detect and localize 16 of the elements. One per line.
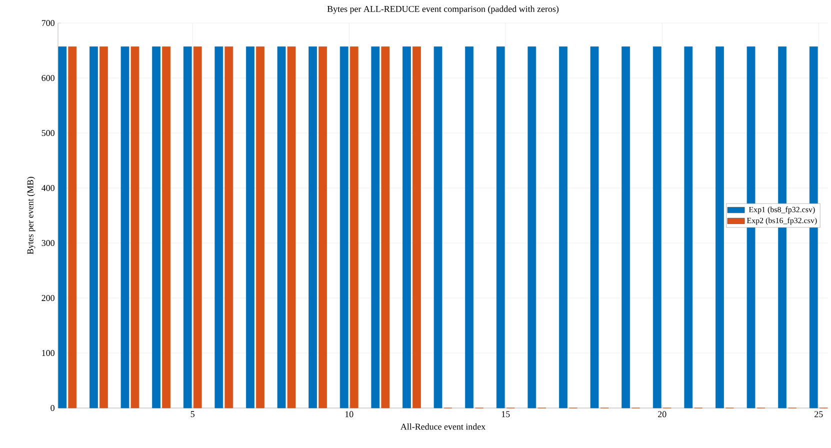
chart-title: Bytes per ALL-REDUCE event comparison (padded with zeros) — [327, 6, 559, 14]
y-tick-label: 600 — [42, 74, 54, 82]
x-tick-label: 5 — [190, 411, 194, 418]
y-tick-label: 500 — [42, 130, 54, 136]
y-axis-title: Bytes per event (MB) — [27, 176, 36, 254]
x-tick-label: 25 — [814, 411, 823, 418]
x-tick-label: 10 — [345, 411, 354, 418]
y-tick-label: 700 — [42, 20, 54, 26]
y-tick-label: 100 — [42, 350, 54, 356]
x-tick-label: 15 — [502, 411, 510, 418]
y-tick-label: 200 — [42, 294, 54, 302]
y-tick-label: 0 — [50, 404, 54, 412]
y-tick-label: 400 — [42, 184, 54, 192]
x-axis-title: All-Reduce event index — [400, 423, 486, 430]
y-tick-label: 300 — [42, 240, 54, 246]
x-tick-label: 20 — [658, 411, 666, 418]
